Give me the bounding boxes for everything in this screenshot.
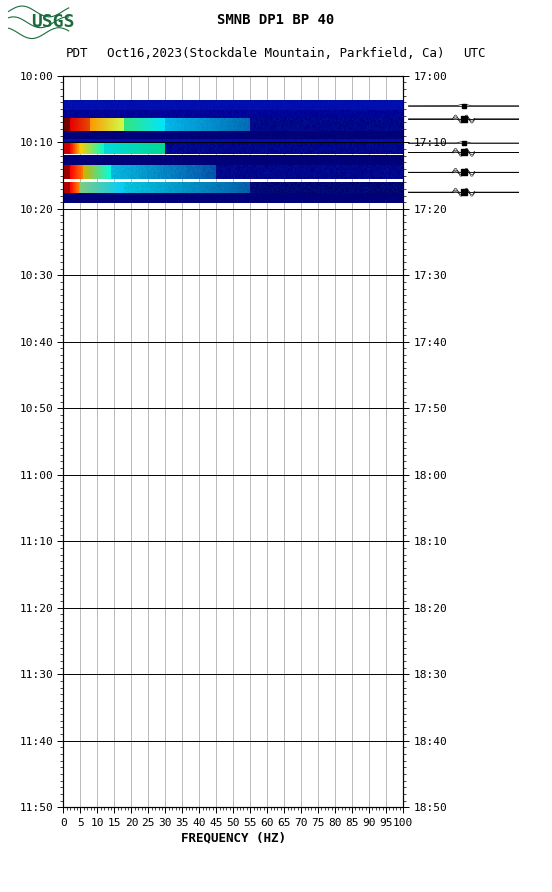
Text: SMNB DP1 BP 40: SMNB DP1 BP 40 [217, 12, 335, 27]
Text: USGS: USGS [31, 13, 74, 31]
X-axis label: FREQUENCY (HZ): FREQUENCY (HZ) [181, 832, 286, 845]
Text: PDT: PDT [66, 46, 89, 60]
Text: UTC: UTC [463, 46, 486, 60]
Text: Oct16,2023(Stockdale Mountain, Parkfield, Ca): Oct16,2023(Stockdale Mountain, Parkfield… [107, 46, 445, 60]
